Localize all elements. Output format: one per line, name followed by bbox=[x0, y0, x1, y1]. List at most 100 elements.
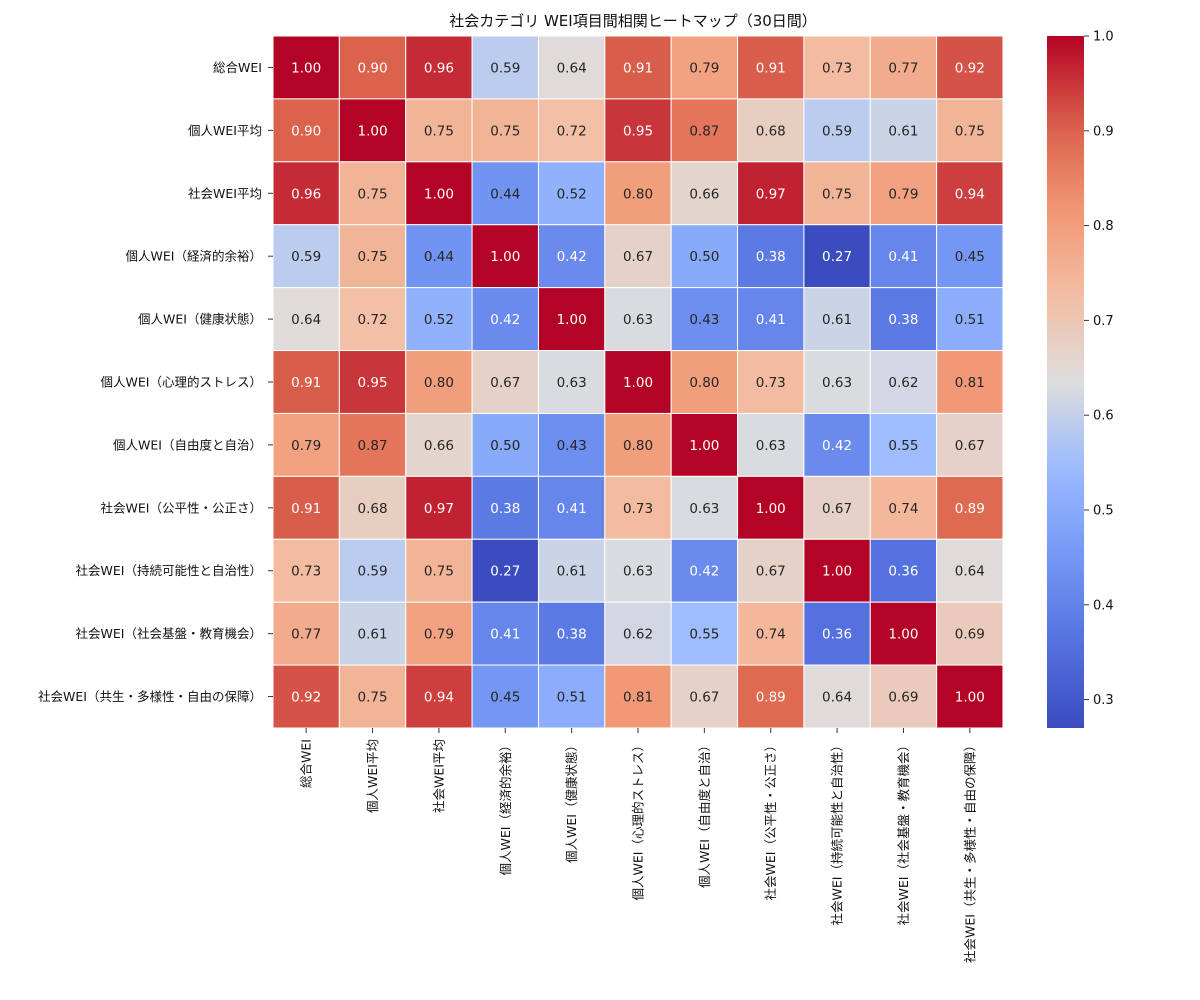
heatmap-cell bbox=[936, 601, 1004, 666]
colorbar-tick-label: 0.3 bbox=[1093, 693, 1114, 708]
y-tick-label: 個人WEI（心理的ストレス） bbox=[101, 375, 262, 390]
cell-value-label: 0.63 bbox=[557, 375, 587, 391]
heatmap-cell bbox=[869, 538, 938, 603]
colorbar-tick-label: 0.4 bbox=[1093, 598, 1114, 613]
cell-value-label: 0.73 bbox=[291, 564, 321, 580]
cell-value-label: 0.91 bbox=[756, 60, 786, 76]
cell-value-label: 0.41 bbox=[888, 249, 918, 265]
y-tick-label: 社会WEI（持続可能性と自治性） bbox=[76, 563, 262, 578]
heatmap-cell bbox=[272, 601, 340, 666]
cell-value-label: 0.96 bbox=[291, 186, 321, 202]
heatmap-cell bbox=[537, 475, 606, 540]
heatmap-cell bbox=[869, 412, 938, 477]
colorbar-tick-label: 0.9 bbox=[1093, 124, 1114, 139]
cell-value-label: 0.90 bbox=[291, 123, 321, 139]
heatmap-cell bbox=[338, 664, 407, 729]
cell-value-label: 0.75 bbox=[358, 690, 388, 706]
cell-value-label: 0.75 bbox=[424, 564, 454, 580]
cell-value-label: 0.27 bbox=[822, 249, 852, 265]
heatmap-cell bbox=[604, 664, 672, 729]
heatmap-cell bbox=[537, 98, 606, 163]
cell-value-label: 0.75 bbox=[358, 249, 388, 265]
cell-value-label: 0.91 bbox=[291, 375, 321, 391]
heatmap-cell bbox=[670, 412, 739, 477]
heatmap-cell bbox=[537, 601, 606, 666]
cell-value-label: 0.95 bbox=[358, 375, 388, 391]
cell-value-label: 1.00 bbox=[822, 564, 852, 580]
cell-value-label: 0.75 bbox=[490, 123, 520, 139]
heatmap-cell bbox=[338, 287, 407, 352]
x-tick-label: 個人WEI（心理的ストレス） bbox=[631, 739, 646, 900]
x-tick-label: 社会WEI（社会基盤・教育機会） bbox=[896, 739, 911, 925]
cell-value-label: 1.00 bbox=[424, 186, 454, 202]
cell-value-label: 0.63 bbox=[689, 501, 719, 517]
cell-value-label: 0.74 bbox=[756, 627, 786, 643]
cell-value-label: 0.59 bbox=[358, 564, 388, 580]
cell-value-label: 0.42 bbox=[490, 312, 520, 328]
cell-value-label: 0.42 bbox=[557, 249, 587, 265]
cell-value-label: 0.79 bbox=[888, 186, 918, 202]
cell-value-label: 0.69 bbox=[955, 627, 985, 643]
heatmap-cell bbox=[537, 287, 606, 352]
cell-value-label: 0.74 bbox=[888, 501, 918, 517]
heatmap-cell bbox=[869, 224, 938, 289]
y-tick-label: 社会WEI（公平性・公正さ） bbox=[101, 500, 262, 515]
cell-value-label: 1.00 bbox=[490, 249, 520, 265]
y-tick-label: 個人WEI（自由度と自治） bbox=[113, 437, 262, 452]
cell-value-label: 0.41 bbox=[490, 627, 520, 643]
cell-value-label: 0.59 bbox=[822, 123, 852, 139]
heatmap-cell bbox=[405, 287, 473, 352]
heatmap-cell bbox=[670, 161, 739, 226]
cell-value-label: 0.67 bbox=[756, 564, 786, 580]
heatmap-cell bbox=[803, 350, 871, 414]
heatmap-cell bbox=[405, 224, 473, 289]
cell-value-label: 0.45 bbox=[955, 249, 985, 265]
cell-value-label: 1.00 bbox=[358, 123, 388, 139]
heatmap-cell bbox=[869, 664, 938, 729]
x-tick-label: 社会WEI（共生・多様性・自由の保障） bbox=[962, 739, 977, 963]
cell-value-label: 0.80 bbox=[623, 186, 653, 202]
cell-value-label: 0.38 bbox=[888, 312, 918, 328]
cell-value-label: 0.41 bbox=[756, 312, 786, 328]
heatmap-cell bbox=[272, 98, 340, 163]
cell-value-label: 0.67 bbox=[822, 501, 852, 517]
colorbar-tick-label: 0.8 bbox=[1093, 219, 1114, 234]
cell-value-label: 0.27 bbox=[490, 564, 520, 580]
heatmap-cell bbox=[737, 412, 805, 477]
cell-value-label: 0.72 bbox=[358, 312, 388, 328]
cell-value-label: 0.68 bbox=[756, 123, 786, 139]
cell-value-label: 0.41 bbox=[557, 501, 587, 517]
cell-value-label: 0.87 bbox=[689, 123, 719, 139]
cell-value-label: 0.72 bbox=[557, 123, 587, 139]
heatmap-cell bbox=[737, 664, 805, 729]
heatmap-cell bbox=[936, 538, 1004, 603]
heatmap-cell bbox=[604, 35, 672, 100]
heatmap-cells: 1.00 0.90 0.96 0.59 0.64 0.91 0.79 0.91 0.73 0.77… bbox=[272, 35, 1004, 729]
cell-value-label: 0.79 bbox=[424, 627, 454, 643]
heatmap-cell bbox=[405, 35, 473, 100]
heatmap-cell bbox=[936, 350, 1004, 414]
heatmap-cell bbox=[338, 35, 407, 100]
heatmap-cell bbox=[737, 98, 805, 163]
cell-value-label: 0.67 bbox=[955, 438, 985, 454]
cell-value-label: 0.81 bbox=[623, 690, 653, 706]
cell-value-label: 1.00 bbox=[689, 438, 719, 454]
cell-value-label: 0.64 bbox=[557, 60, 587, 76]
heatmap-cell bbox=[471, 287, 539, 352]
heatmap-cell bbox=[936, 475, 1004, 540]
cell-value-label: 0.61 bbox=[822, 312, 852, 328]
cell-value-label: 0.89 bbox=[756, 690, 786, 706]
cell-value-label: 0.59 bbox=[490, 60, 520, 76]
heatmap-cell bbox=[936, 412, 1004, 477]
y-tick-label: 個人WEI（経済的余裕） bbox=[126, 249, 262, 264]
cell-value-label: 0.67 bbox=[623, 249, 653, 265]
colorbar-tick-label: 1.0 bbox=[1093, 30, 1114, 45]
heatmap-cell bbox=[471, 538, 539, 603]
heatmap-cell bbox=[737, 538, 805, 603]
heatmap-cell bbox=[803, 224, 871, 289]
heatmap-cell bbox=[537, 161, 606, 226]
cell-value-label: 0.42 bbox=[689, 564, 719, 580]
heatmap-cell bbox=[803, 287, 871, 352]
cell-value-label: 0.94 bbox=[424, 690, 454, 706]
